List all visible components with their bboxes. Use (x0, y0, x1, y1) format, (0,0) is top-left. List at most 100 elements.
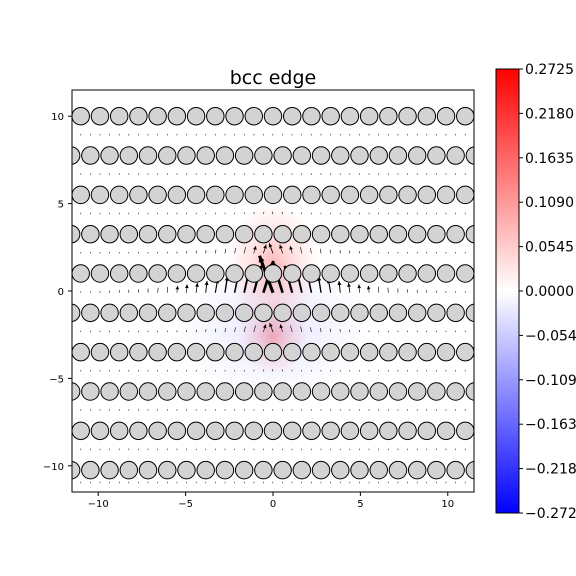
displacement-arrow (281, 369, 283, 372)
atom (282, 185, 302, 205)
displacement-arrow (157, 287, 159, 293)
displacement-arrow (253, 212, 255, 215)
atom (53, 343, 70, 360)
atom (81, 382, 100, 401)
atom (177, 146, 196, 165)
atom (206, 106, 225, 126)
atom (476, 422, 493, 439)
displacement-arrow (262, 324, 267, 333)
x-tick-label: 0 (270, 499, 276, 510)
colorbar: 0.2725 0.2180 0.1635 0.1090 0.0545 0.0000 −0.0… (495, 62, 576, 522)
atom (109, 264, 129, 283)
atom (263, 185, 283, 205)
atom (215, 224, 235, 244)
atom (129, 185, 148, 205)
atom (72, 342, 90, 362)
atom (186, 342, 206, 362)
atom (369, 146, 388, 165)
atom (244, 106, 264, 126)
atom (359, 185, 379, 205)
atom (476, 265, 493, 282)
atom (282, 421, 302, 441)
plot-area: −10 −5 0 5 10 −10 −5 0 5 10 (43, 89, 493, 510)
atom (263, 342, 283, 362)
atom (109, 342, 129, 362)
displacement-arrow (271, 369, 274, 372)
atom (292, 146, 312, 165)
atom (225, 421, 244, 441)
displacement-arrow (268, 242, 274, 254)
colorbar-tick-label: 0.1090 (525, 195, 574, 211)
displacement-arrow (224, 248, 226, 254)
atom (129, 421, 148, 441)
atom (196, 460, 215, 480)
atom (72, 106, 90, 126)
atom (225, 264, 244, 283)
atom (321, 342, 340, 362)
x-axis: −10 −5 0 5 10 (88, 492, 454, 510)
atom (302, 264, 321, 283)
atom (225, 342, 244, 362)
atom (292, 382, 312, 401)
atom (100, 146, 119, 165)
atom (398, 342, 417, 362)
displacement-arrow (337, 280, 342, 293)
displacement-arrow (243, 326, 246, 333)
atom (119, 224, 139, 244)
y-tick-label: 10 (51, 112, 64, 123)
atom (254, 146, 273, 165)
atom (196, 224, 215, 244)
atom (254, 382, 273, 401)
atom (225, 106, 244, 126)
atom (186, 264, 206, 283)
displacement-arrow (253, 325, 256, 333)
atom (465, 303, 474, 323)
atom (417, 185, 437, 205)
atom (417, 264, 437, 283)
atom (302, 185, 321, 205)
atom (417, 421, 437, 441)
atom (234, 382, 254, 401)
displacement-arrow (204, 280, 209, 293)
atom (359, 421, 379, 441)
atom (388, 382, 408, 401)
atom (90, 421, 110, 441)
displacement-arrow (310, 327, 312, 333)
atom (177, 382, 196, 401)
atom (225, 185, 244, 205)
atom (167, 421, 187, 441)
atom (119, 303, 139, 323)
atom (81, 460, 100, 480)
atom (167, 342, 187, 362)
atom (177, 224, 196, 244)
atom (206, 264, 225, 283)
atom (321, 264, 340, 283)
atom (446, 303, 465, 323)
atom (427, 146, 446, 165)
atom (177, 303, 196, 323)
atom (427, 224, 446, 244)
atom (138, 382, 158, 401)
atom (129, 342, 148, 362)
atom (206, 421, 225, 441)
atom (158, 146, 177, 165)
atom (446, 460, 465, 480)
atom (340, 185, 360, 205)
atom (331, 303, 350, 323)
atom (100, 224, 119, 244)
atom (119, 460, 139, 480)
atom (292, 303, 312, 323)
atom (138, 303, 158, 323)
atom (302, 342, 321, 362)
atom (81, 303, 100, 323)
atom (273, 303, 292, 323)
atom (379, 421, 398, 441)
colorbar-tick-label: 0.1635 (525, 151, 574, 167)
atom (476, 186, 493, 203)
colorbar-tick-label: 0.0000 (525, 284, 574, 300)
atom (72, 303, 81, 323)
x-tick-label: −5 (178, 499, 193, 510)
y-tick-label: 0 (58, 287, 64, 298)
colorbar-tick-label: 0.2725 (525, 62, 574, 78)
